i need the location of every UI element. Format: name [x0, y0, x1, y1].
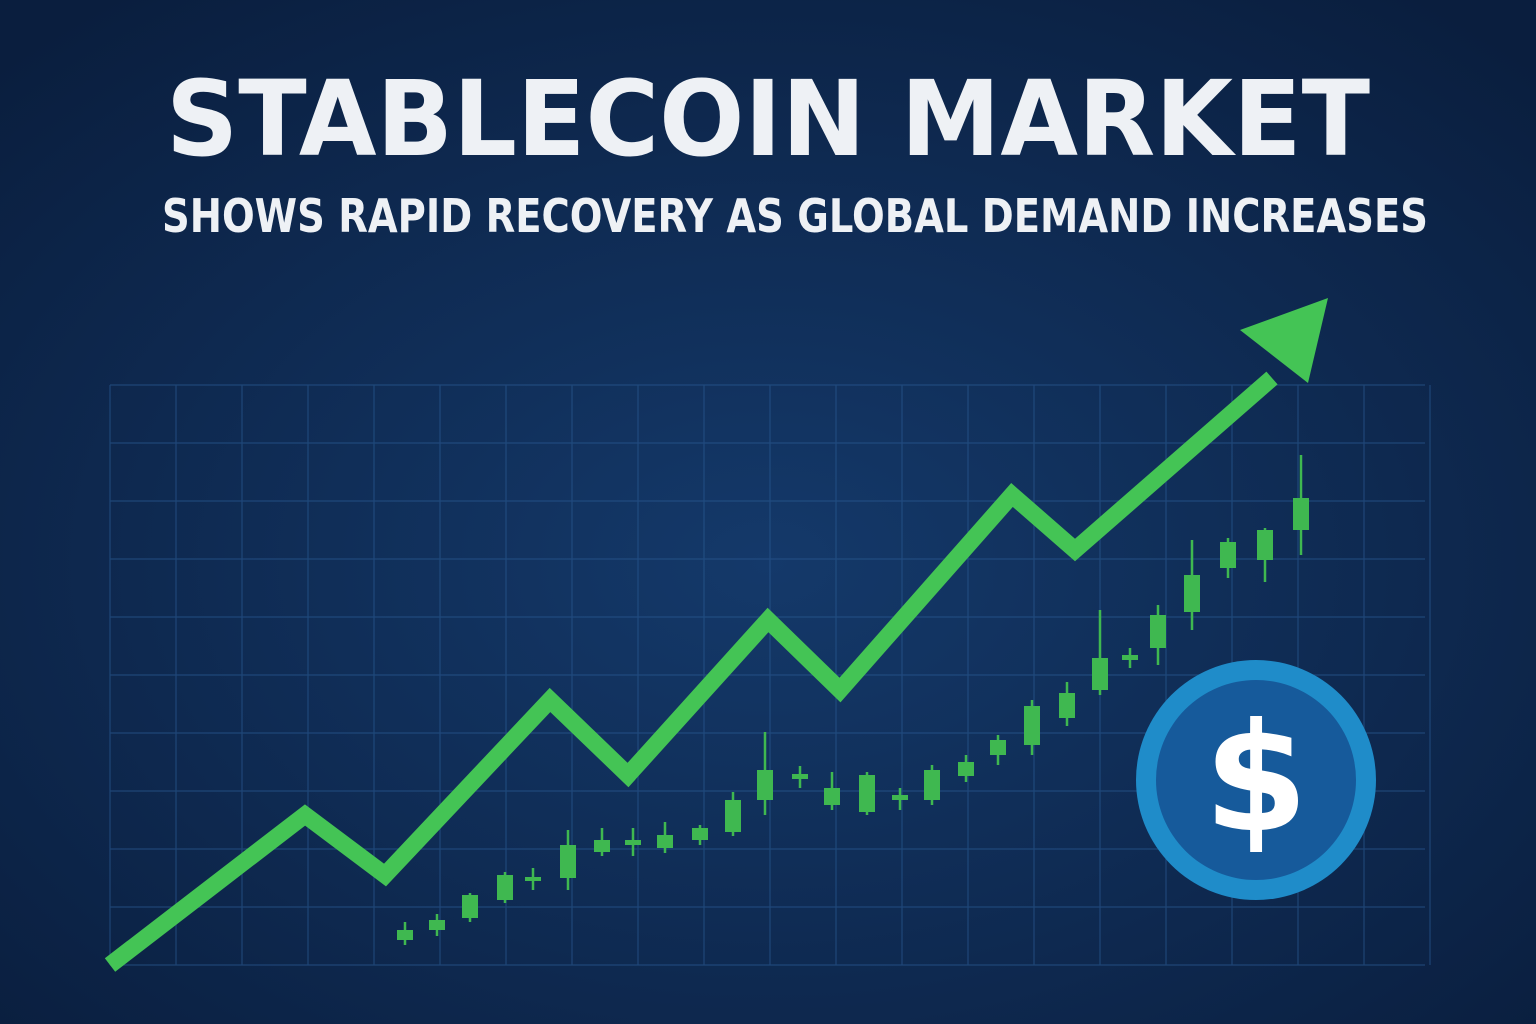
trend-line — [104, 371, 1278, 972]
candle-body — [990, 740, 1006, 755]
candle-body — [657, 835, 673, 848]
title: STABLECOIN MARKET — [166, 58, 1370, 180]
candle-body — [1293, 498, 1309, 530]
candle-body — [892, 795, 908, 800]
candle-body — [1184, 575, 1200, 612]
candle-body — [1220, 542, 1236, 568]
candle-body — [1150, 615, 1166, 648]
candle-body — [462, 895, 478, 918]
candle-body — [924, 770, 940, 800]
candle-body — [859, 775, 875, 812]
candle-body — [1092, 658, 1108, 690]
candle-body — [560, 845, 576, 878]
candle-body — [497, 875, 513, 900]
candle-body — [1257, 530, 1273, 560]
candle-body — [958, 762, 974, 776]
candle-body — [1122, 655, 1138, 660]
subtitle: SHOWS RAPID RECOVERY AS GLOBAL DEMAND IN… — [162, 189, 1428, 243]
candle-body — [1024, 706, 1040, 745]
candle-body — [525, 877, 541, 881]
candle-body — [429, 920, 445, 930]
candle-body — [692, 828, 708, 840]
candle-body — [594, 840, 610, 852]
grid — [109, 384, 1431, 966]
coin-symbol: $ — [1204, 692, 1308, 866]
candle-body — [792, 774, 808, 779]
candle-body — [397, 930, 413, 940]
candle-body — [625, 840, 641, 845]
candle-body — [824, 788, 840, 805]
candle-body — [1059, 693, 1075, 718]
candlesticks — [397, 455, 1309, 945]
candle-body — [757, 770, 773, 800]
trend-arrowhead — [1240, 298, 1328, 383]
candle-body — [725, 800, 741, 832]
coin-inner — [1156, 680, 1356, 880]
